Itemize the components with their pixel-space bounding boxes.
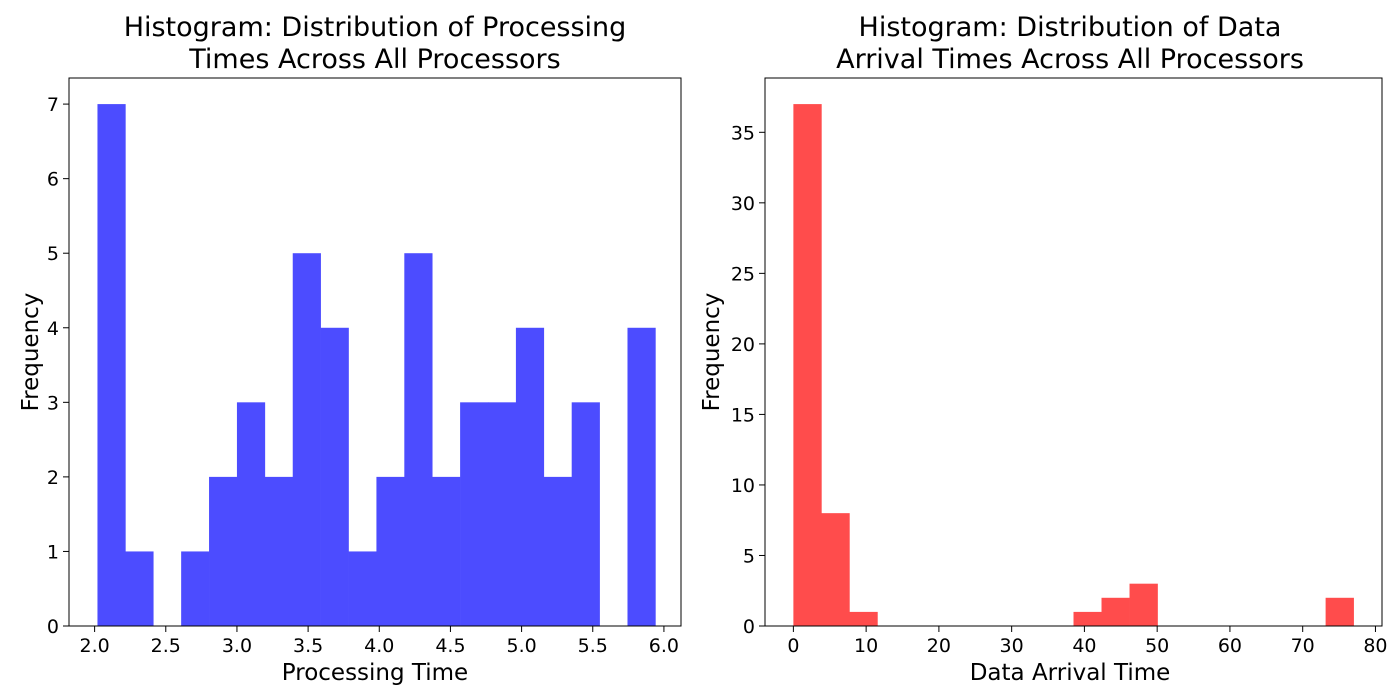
histogram-bar: [1073, 611, 1102, 626]
x-tick-label: 3.5: [293, 635, 323, 657]
x-tick-label: 4.0: [364, 635, 394, 657]
plot-frame: [68, 77, 682, 627]
histogram-bar: [1129, 583, 1158, 626]
y-axis-label: Frequency: [18, 293, 44, 412]
y-tick-label: 10: [731, 475, 755, 497]
y-tick-label: 15: [731, 404, 755, 426]
plot-frame: [764, 77, 1383, 627]
x-tick-label: 50: [1145, 635, 1169, 657]
x-tick-label: 6.0: [649, 635, 679, 657]
y-ticks: 0 1 2 3 4 5 6 7: [47, 94, 69, 638]
x-axis-label: Processing Time: [282, 660, 468, 686]
y-tick-label: 0: [47, 616, 59, 638]
y-axis-label: Frequency: [699, 293, 725, 412]
histogram-bar: [181, 551, 210, 626]
histogram-bar: [1325, 597, 1354, 626]
x-tick-label: 3.0: [222, 635, 252, 657]
processing-time-histogram: Histogram: Distribution of Processing Ti…: [18, 12, 682, 686]
x-tick-label: 20: [927, 635, 951, 657]
x-tick-label: 80: [1363, 635, 1387, 657]
bars: [97, 104, 656, 627]
x-ticks: 0 10 20 30 40 50 60 70 80: [787, 626, 1388, 657]
y-tick-label: 7: [47, 94, 59, 116]
x-tick-label: 5.0: [506, 635, 536, 657]
x-tick-label: 0: [787, 635, 799, 657]
y-tick-label: 4: [47, 318, 59, 340]
histogram-bar: [348, 551, 377, 626]
y-tick-label: 2: [47, 467, 59, 489]
histogram-bar: [515, 327, 545, 626]
x-tick-label: 60: [1218, 635, 1242, 657]
histogram-bar: [209, 476, 238, 626]
histogram-bar: [125, 551, 154, 626]
y-tick-label: 35: [731, 122, 755, 144]
y-tick-label: 25: [731, 263, 755, 285]
chart-title-line-2: Times Across All Processors: [188, 44, 560, 75]
histogram-bar: [376, 476, 405, 626]
y-tick-label: 1: [47, 541, 59, 563]
x-tick-label: 2.0: [80, 635, 110, 657]
y-tick-label: 0: [743, 616, 755, 638]
histogram-bar: [236, 402, 266, 626]
histogram-bar: [1101, 597, 1130, 626]
histogram-bar: [543, 476, 572, 626]
histogram-bar: [488, 402, 517, 626]
x-tick-label: 40: [1072, 635, 1096, 657]
histogram-bar: [320, 327, 349, 626]
x-axis-label: Data Arrival Time: [970, 660, 1171, 686]
histogram-bar: [849, 611, 878, 626]
chart-title-line-1: Histogram: Distribution of Data: [859, 12, 1282, 43]
chart-title-line-2: Arrival Times Across All Processors: [836, 44, 1304, 75]
x-ticks: 2.0 2.5 3.0 3.5 4.0 4.5 5.0 5.5 6.0: [80, 626, 679, 657]
histogram-bar: [627, 327, 656, 626]
y-ticks: 0 5 10 15 20 25 30 35: [731, 122, 765, 638]
x-tick-label: 30: [1000, 635, 1024, 657]
histogram-bar: [793, 104, 822, 627]
x-tick-label: 2.5: [151, 635, 181, 657]
histogram-bar: [571, 402, 600, 626]
x-tick-label: 5.5: [578, 635, 608, 657]
x-tick-label: 4.5: [435, 635, 465, 657]
y-tick-label: 20: [731, 334, 755, 356]
y-tick-label: 30: [731, 193, 755, 215]
histogram-bar: [821, 513, 850, 626]
bars: [793, 104, 1354, 627]
chart-title-line-1: Histogram: Distribution of Processing: [124, 12, 627, 43]
y-tick-label: 5: [743, 545, 755, 567]
y-tick-label: 5: [47, 243, 59, 265]
y-tick-label: 3: [47, 392, 59, 414]
y-tick-label: 6: [47, 169, 59, 191]
histogram-bar: [97, 104, 126, 627]
histogram-bar: [292, 253, 321, 627]
histogram-bar: [404, 253, 433, 627]
histogram-bar: [432, 476, 461, 626]
x-tick-label: 10: [854, 635, 878, 657]
histogram-bar: [460, 402, 489, 626]
x-tick-label: 70: [1291, 635, 1315, 657]
data-arrival-histogram: Histogram: Distribution of Data Arrival …: [699, 12, 1388, 686]
histogram-bar: [264, 476, 294, 626]
